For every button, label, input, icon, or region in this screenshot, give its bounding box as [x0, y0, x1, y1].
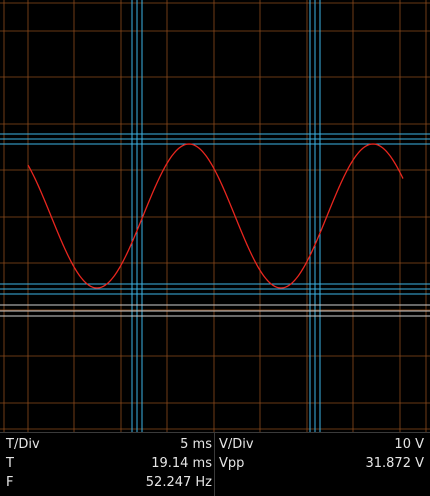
frequency-value: 52.247 Hz: [145, 475, 212, 490]
tdiv-label: T/Div: [6, 437, 40, 452]
vpp-value: 31.872 V: [365, 456, 424, 471]
measurement-readout: T/Div 5 ms V/Div 10 V T 19.14 ms Vpp 31.…: [0, 432, 430, 496]
tdiv-value: 5 ms: [180, 437, 212, 452]
vdiv-label: V/Div: [219, 437, 254, 452]
frequency-label: F: [6, 475, 14, 490]
vdiv-value: 10 V: [394, 437, 424, 452]
vpp-label: Vpp: [219, 456, 245, 471]
measurement-cursors[interactable]: [0, 0, 430, 432]
period-label: T: [6, 456, 14, 471]
grid: [0, 0, 430, 432]
oscilloscope-screen[interactable]: [0, 0, 430, 432]
period-value: 19.14 ms: [151, 456, 212, 471]
readout-divider: [214, 433, 215, 496]
waveform-trace: [27, 143, 404, 289]
